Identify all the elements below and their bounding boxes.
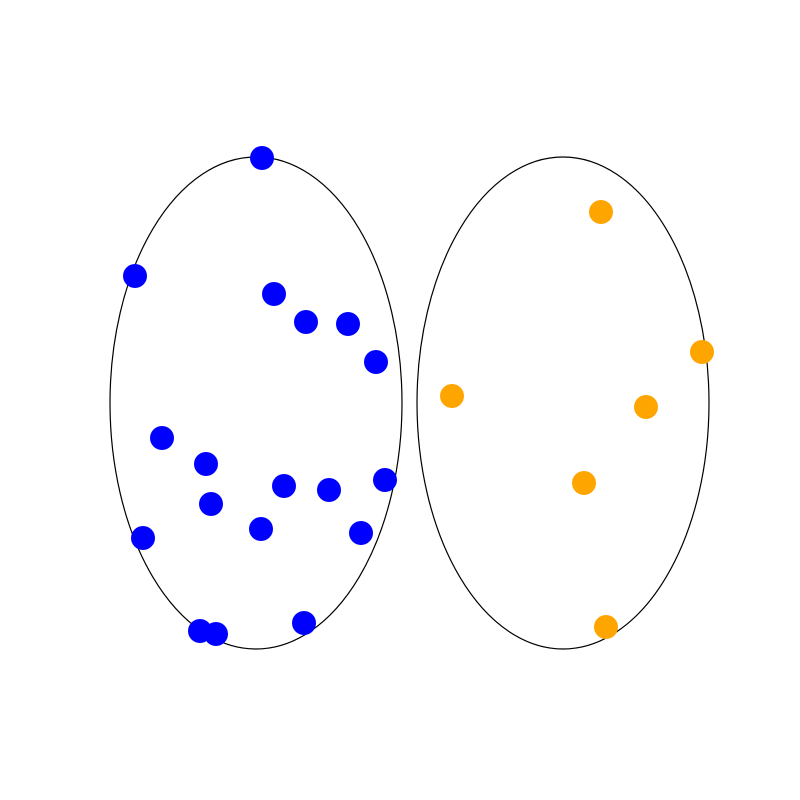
right-set-point-1 xyxy=(589,200,613,224)
left-set-point-5 xyxy=(336,312,360,336)
left-set-point-10 xyxy=(272,474,296,498)
right-set-group xyxy=(416,156,714,650)
left-set-point-7 xyxy=(150,426,174,450)
right-set-point-4 xyxy=(634,395,658,419)
left-set-point-13 xyxy=(131,526,155,550)
left-set-point-15 xyxy=(349,521,373,545)
left-set-point-8 xyxy=(194,452,218,476)
left-set-point-14 xyxy=(249,517,273,541)
left-set-point-1 xyxy=(250,146,274,170)
left-set-point-3 xyxy=(262,282,286,306)
left-set-point-9 xyxy=(199,492,223,516)
left-set-point-4 xyxy=(294,310,318,334)
left-set-point-6 xyxy=(364,350,388,374)
right-set-point-5 xyxy=(572,471,596,495)
left-set-points xyxy=(123,146,397,646)
left-set-point-17 xyxy=(204,622,228,646)
right-set-points xyxy=(440,200,714,639)
left-set-point-2 xyxy=(123,264,147,288)
right-set-ellipse xyxy=(416,156,710,650)
right-set-point-6 xyxy=(594,615,618,639)
left-set-group xyxy=(109,146,403,650)
left-set-point-11 xyxy=(317,478,341,502)
right-set-point-3 xyxy=(440,384,464,408)
left-set-point-12 xyxy=(373,468,397,492)
left-set-point-18 xyxy=(292,611,316,635)
right-set-point-2 xyxy=(690,340,714,364)
